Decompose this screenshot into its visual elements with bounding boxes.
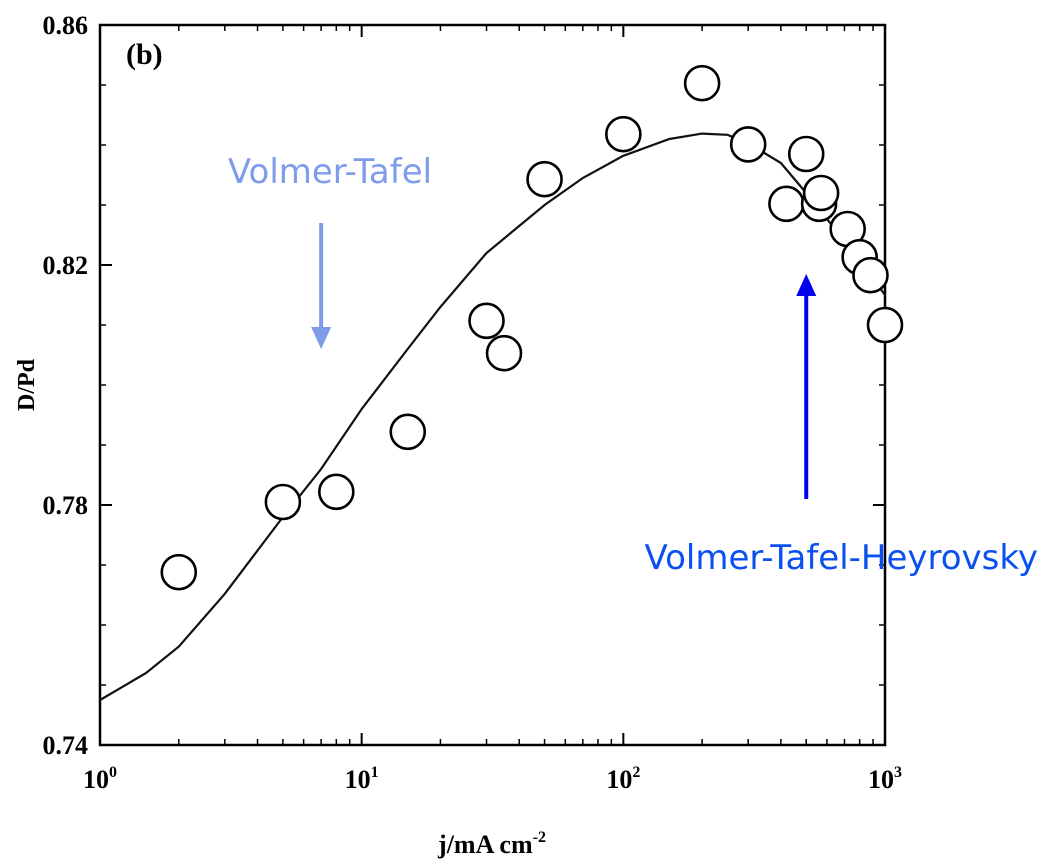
data-points	[160, 64, 904, 591]
data-point	[683, 64, 721, 102]
x-tick-base: 10	[606, 765, 632, 794]
tick-group	[99, 24, 886, 746]
data-point	[160, 553, 198, 591]
plot-frame	[98, 23, 887, 747]
data-point	[389, 413, 427, 451]
panel-label: (b)	[126, 38, 163, 71]
vth-label: Volmer-Tafel-Heyrovsky	[644, 538, 1038, 578]
annotation-group: Volmer-Tafel Volmer-Tafel-Heyrovsky	[228, 152, 1038, 578]
x-axis-label-base: j/mA cm	[437, 830, 533, 859]
data-point	[802, 174, 840, 212]
data-point	[866, 306, 904, 344]
y-axis-label: D/Pd	[14, 358, 40, 411]
data-point	[264, 483, 302, 521]
x-tick-exponent: 1	[371, 764, 379, 781]
x-tick-base: 10	[868, 765, 894, 794]
x-tick-base: 10	[83, 765, 109, 794]
x-tick-exponent: 3	[894, 764, 902, 781]
x-tick-label: 102	[606, 764, 640, 794]
vth-arrow-head	[796, 274, 817, 296]
data-point	[852, 256, 889, 294]
y-tick-label: 0.82	[43, 251, 89, 280]
x-tick-exponent: 0	[109, 764, 117, 781]
data-point	[729, 126, 767, 163]
vt-arrow-head	[311, 327, 332, 349]
data-point	[787, 135, 825, 173]
x-tick-exponent: 2	[632, 764, 640, 781]
data-point	[526, 160, 563, 198]
x-tick-label: 100	[83, 764, 117, 794]
data-point	[768, 185, 805, 223]
data-point	[485, 334, 523, 372]
data-point	[318, 473, 355, 511]
data-point	[605, 115, 642, 153]
fit-curve	[99, 132, 886, 701]
x-tick-label: 103	[868, 764, 902, 794]
data-point	[468, 302, 505, 340]
y-tick-label: 0.78	[43, 491, 89, 520]
x-tick-label: 101	[345, 764, 379, 794]
x-axis-label-exponent: -2	[533, 829, 546, 846]
x-axis-label: j/mA cm-2	[437, 829, 546, 859]
x-tick-base: 10	[345, 765, 371, 794]
y-tick-label: 0.74	[43, 731, 89, 760]
vt-label: Volmer-Tafel	[228, 152, 432, 192]
y-tick-label: 0.86	[43, 11, 89, 40]
